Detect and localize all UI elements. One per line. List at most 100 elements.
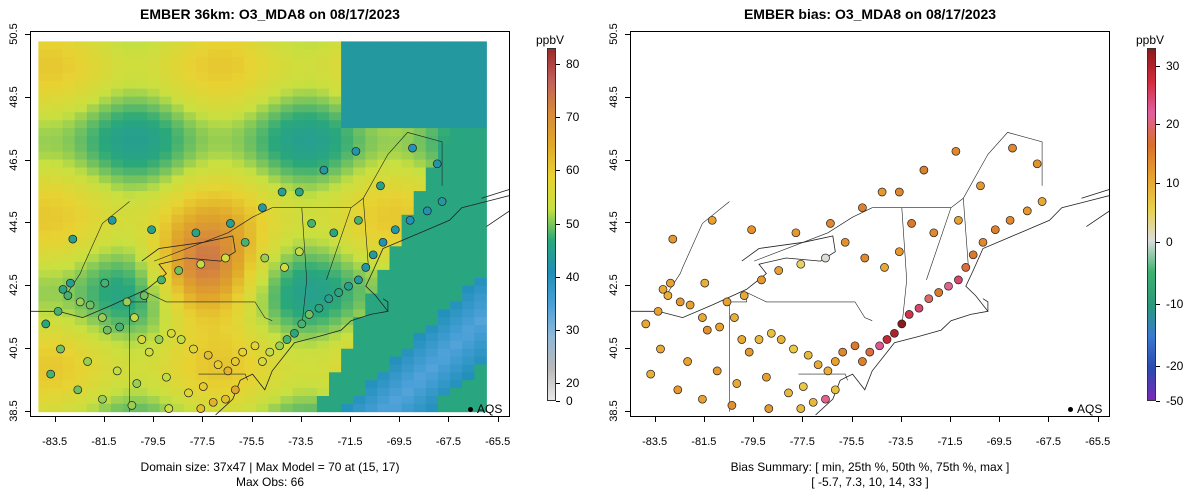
model-grid-cell (244, 80, 257, 90)
model-grid-cell (50, 317, 64, 326)
model-grid-cell (292, 65, 306, 74)
model-grid-cell (341, 128, 354, 137)
model-grid-cell (183, 80, 197, 90)
model-grid-cell (207, 348, 221, 358)
model-grid-cell (353, 175, 366, 184)
model-grid-cell (62, 254, 76, 263)
model-grid-cell (329, 222, 342, 231)
aqs-bias-marker (796, 259, 806, 269)
model-grid-cell (438, 104, 451, 113)
aqs-bias-marker (784, 388, 793, 398)
model-grid-cell (123, 80, 136, 90)
x-tick-mark (654, 417, 656, 422)
model-grid-cell (413, 191, 427, 200)
model-grid-cell (329, 238, 342, 247)
model-grid-cell (98, 356, 112, 365)
model-grid-cell (256, 372, 269, 381)
model-grid-cell (220, 57, 233, 66)
model-grid-cell (304, 57, 318, 66)
aqs-site-marker (275, 341, 284, 351)
model-grid-cell (123, 206, 136, 216)
aqs-bias-marker (762, 372, 771, 382)
aqs-site-marker (157, 275, 166, 285)
model-grid-cell (268, 199, 281, 208)
model-grid-cell (329, 262, 342, 271)
model-grid-cell (220, 206, 233, 216)
model-grid-cell (232, 151, 245, 161)
aqs-bias-marker (961, 263, 971, 272)
model-grid-cell (462, 325, 475, 334)
model-grid-cell (86, 136, 100, 145)
model-grid-cell (341, 222, 354, 231)
model-grid-cell (413, 340, 427, 350)
model-grid-cell (353, 199, 366, 208)
y-tick-label: 50.5 (608, 23, 620, 45)
model-grid-cell (256, 136, 269, 145)
aqs-legend-label: AQS (477, 402, 503, 416)
model-grid-cell (256, 96, 269, 105)
model-grid-cell (438, 277, 451, 287)
model-grid-cell (462, 262, 475, 271)
model-grid-cell (389, 246, 403, 255)
model-grid-cell (98, 332, 112, 342)
model-grid-cell (353, 41, 366, 50)
model-grid-cell (316, 388, 330, 397)
model-grid-cell (220, 183, 233, 192)
model-grid-cell (50, 57, 64, 66)
aqs-bias-marker (715, 322, 724, 332)
model-grid-cell (50, 88, 64, 98)
model-grid-cell (474, 191, 487, 200)
aqs-site-marker (319, 165, 329, 175)
model-grid-cell (159, 96, 173, 105)
model-grid-cell (98, 136, 112, 145)
model-grid-cell (329, 151, 342, 161)
model-grid-cell (292, 214, 306, 224)
model-grid-cell (86, 199, 100, 208)
model-grid-cell (195, 41, 209, 50)
model-grid-cell (147, 214, 160, 224)
model-grid-cell (207, 340, 221, 350)
model-grid-cell (401, 340, 415, 350)
model-grid-cell (171, 143, 185, 153)
model-grid-cell (86, 96, 100, 105)
model-grid-cell (304, 167, 318, 176)
aqs-bias-marker (907, 219, 916, 228)
model-grid-cell (135, 72, 148, 82)
model-grid-cell (74, 380, 88, 389)
model-grid-cell (377, 80, 390, 90)
model-grid-cell (401, 356, 415, 365)
model-grid-cell (256, 80, 269, 90)
model-grid-cell (365, 41, 378, 50)
state-border (667, 201, 730, 293)
aqs-site-marker (154, 335, 164, 344)
model-grid-cell (244, 262, 257, 271)
model-grid-cell (365, 309, 378, 318)
model-grid-cell (438, 396, 451, 405)
model-grid-cell (304, 230, 318, 239)
model-grid-cell (38, 364, 51, 373)
model-grid-cell (389, 396, 403, 405)
model-grid-cell (389, 80, 403, 90)
aqs-bias-marker (1005, 215, 1015, 225)
aqs-site-marker (66, 278, 75, 288)
model-grid-cell (232, 230, 245, 239)
aqs-bias-marker (712, 366, 722, 376)
model-grid-cell (38, 183, 51, 192)
model-grid-cell (232, 41, 245, 50)
model-grid-cell (38, 167, 51, 176)
model-grid-cell (232, 49, 245, 58)
model-grid-cell (38, 238, 51, 247)
model-grid-cell (62, 364, 76, 373)
model-grid-cell (377, 151, 390, 161)
model-grid-cell (365, 206, 378, 216)
model-grid-cell (244, 246, 257, 255)
model-grid-cell (401, 285, 415, 295)
model-grid-cell (401, 96, 415, 105)
model-grid-cell (377, 348, 390, 358)
model-grid-cell (171, 348, 185, 358)
y-tick-label: 38.5 (608, 400, 620, 422)
aqs-bias-marker (838, 347, 848, 357)
model-grid-cell (171, 88, 185, 98)
model-grid-cell (425, 199, 439, 208)
model-grid-cell (207, 57, 221, 66)
